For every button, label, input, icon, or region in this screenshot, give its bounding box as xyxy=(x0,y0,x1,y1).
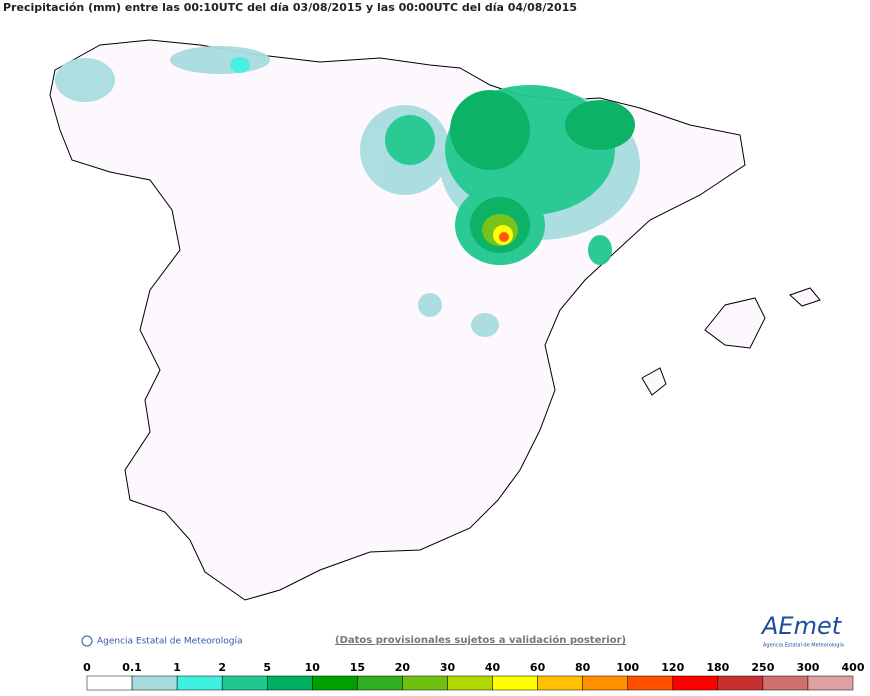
legend-swatch xyxy=(492,675,538,691)
legend-tick-label: 10 xyxy=(305,661,321,674)
legend-swatch xyxy=(717,675,764,691)
legend-tick-label: 0 xyxy=(83,661,91,674)
legend-swatch xyxy=(762,675,809,691)
island xyxy=(789,287,821,307)
island xyxy=(704,297,766,349)
legend-tick-label: 80 xyxy=(575,661,591,674)
legend-swatch xyxy=(312,675,358,691)
legend-tick-label: 120 xyxy=(661,661,684,674)
legend-tick-label: 0.1 xyxy=(122,661,142,674)
legend-swatch xyxy=(447,675,493,691)
legend-tick-label: 40 xyxy=(485,661,501,674)
legend-tick-label: 250 xyxy=(751,661,774,674)
credit: Agencia Estatal de Meteorología xyxy=(97,637,243,647)
disclaimer: (Datos provisionales sujetos a validació… xyxy=(335,634,626,646)
legend-tick-label: 180 xyxy=(706,661,729,674)
legend-tick-label: 5 xyxy=(263,661,271,674)
legend-tick-label: 30 xyxy=(440,661,456,674)
precipitation xyxy=(55,46,640,337)
legend-tick-label: 1 xyxy=(173,661,181,674)
legend-swatch xyxy=(537,675,583,691)
legend-swatch xyxy=(402,675,448,691)
legend-tick-label: 20 xyxy=(395,661,411,674)
legend-swatch xyxy=(266,675,313,691)
legend-tick-label: 15 xyxy=(350,661,365,674)
legend: 0 0.1 1 2 5 10 15 20 30 40 60 80 100 120 180 250 300 400 xyxy=(83,661,865,691)
map-title: Precipitación (mm) entre las 00:10UTC de… xyxy=(3,1,577,14)
legend-swatch xyxy=(176,675,223,691)
legend-tick-label: 400 xyxy=(842,661,865,674)
legend-swatch xyxy=(221,675,268,691)
legend-swatch xyxy=(131,675,178,691)
legend-swatch xyxy=(807,675,854,691)
legend-swatch xyxy=(672,675,719,691)
legend-swatch xyxy=(357,675,403,691)
logo-subtitle: Agencia Estatal de Meteorología xyxy=(763,642,844,649)
legend-swatch xyxy=(627,675,674,691)
legend-tick-label: 2 xyxy=(218,661,226,674)
legend-swatch xyxy=(86,675,133,691)
legend-tick-label: 300 xyxy=(796,661,819,674)
logo: AEmet xyxy=(760,612,843,640)
copyright-icon xyxy=(81,635,93,647)
legend-tick-label: 60 xyxy=(530,661,546,674)
island xyxy=(641,367,667,396)
legend-tick-label: 100 xyxy=(616,661,639,674)
legend-swatch xyxy=(582,675,628,691)
